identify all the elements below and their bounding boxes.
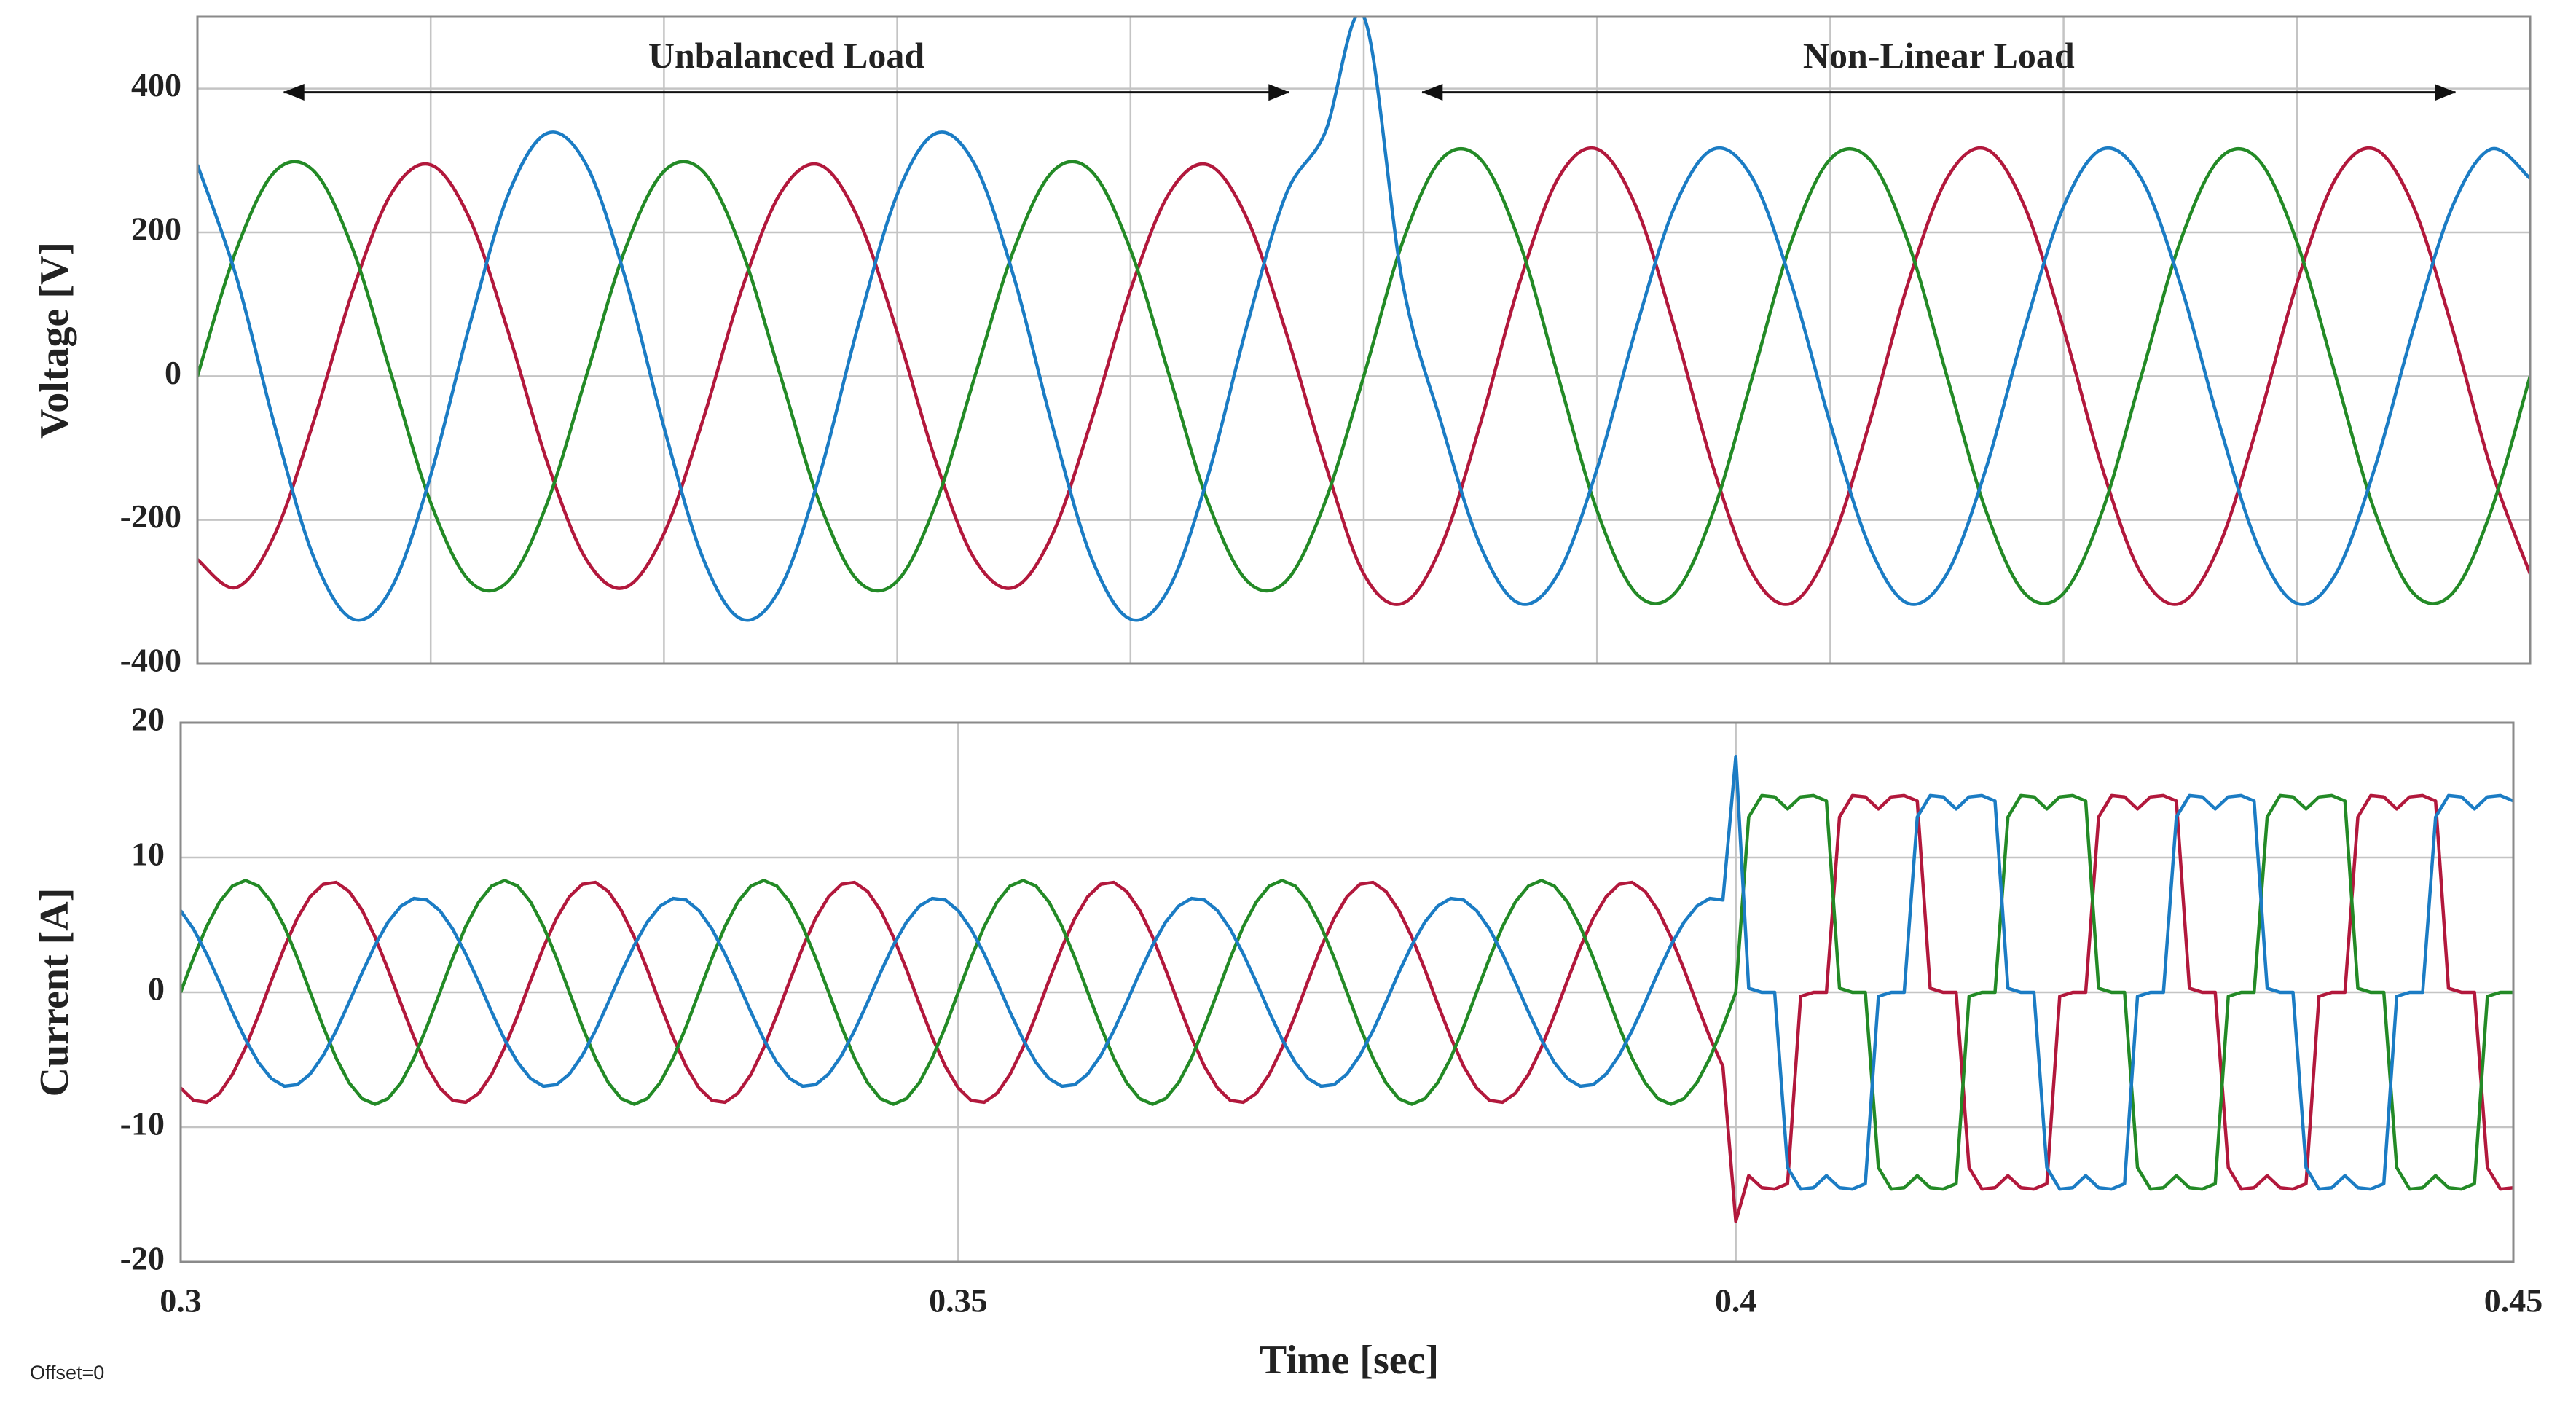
subplot: -400 -200 0 200 400 Voltage [V] Unbalanced Loa… [32,15,2532,679]
y-axis-title: Current [A] [32,888,77,1097]
y-tick-label: -20 [120,1240,165,1277]
x-tick-label: 0.3 [160,1282,202,1319]
y-axis-title: Voltage [V] [32,242,77,439]
y-tick-label: 0 [165,354,181,391]
subplot: -20 -10 0 10 20 0.3 0.35 0.4 0.45 Current [A] Time… [30,701,2542,1384]
y-tick-label: 400 [131,66,181,103]
y-tick-label: 20 [131,701,165,738]
series-line [197,17,2530,622]
y-tick-label: 0 [148,970,165,1008]
note: Offset=0 [30,1362,104,1384]
y-tick-label: 200 [131,211,181,248]
plot-frame [196,15,2532,665]
y-tick-label: -10 [120,1105,165,1142]
x-tick-label: 0.4 [1715,1282,1757,1319]
annotation-text: Non-Linear Load [1803,35,2075,76]
series-line [181,755,2513,1191]
series-line [197,146,2530,606]
y-tick-label: -200 [120,498,181,535]
series-line [181,793,2513,1223]
annotation-text: Unbalanced Load [648,35,924,76]
x-tick-label: 0.45 [2484,1282,2543,1319]
y-tick-label: 10 [131,836,165,873]
x-axis-title: Time [sec] [1260,1338,1439,1383]
series-group [181,755,2513,1223]
series-line [197,147,2530,605]
x-tick-label: 0.35 [929,1282,988,1319]
series-line [181,793,2513,1191]
y-tick-label: -400 [120,642,181,679]
plot-frame [179,721,2515,1263]
series-group [197,17,2530,622]
